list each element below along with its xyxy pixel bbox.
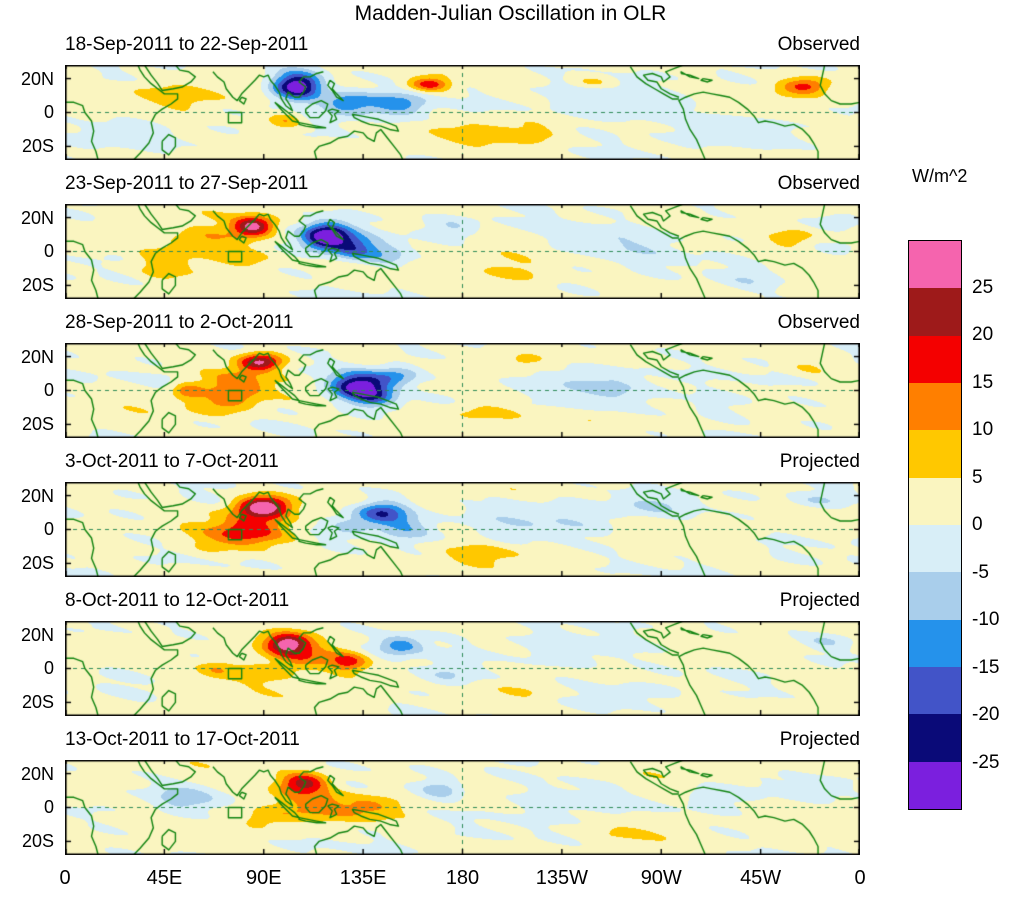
x-axis-tick-label: 0 xyxy=(59,867,71,889)
colorbar-tick-label: 5 xyxy=(972,466,983,488)
colorbar-tick-label: -10 xyxy=(972,609,1000,630)
panel-4: 3-Oct-2011 to 7-Oct-2011 Projected 20N 0… xyxy=(0,451,1021,583)
y-axis-tick-label: 20N xyxy=(20,764,54,784)
colorbar-segment xyxy=(909,524,961,573)
x-axis-tick-label: 135W xyxy=(535,867,588,889)
colorbar-tick-label: -15 xyxy=(972,656,1000,678)
colorbar-tick-label: 20 xyxy=(972,324,994,345)
x-axis-tick-label: 90E xyxy=(245,867,282,889)
colorbar-segment xyxy=(909,430,961,478)
y-axis-tick-label: 20N xyxy=(20,486,54,506)
map-canvas xyxy=(65,760,860,855)
map-canvas xyxy=(65,343,860,438)
colorbar-tick-label: -20 xyxy=(972,704,1000,725)
colorbar-segment xyxy=(909,382,961,431)
map-canvas xyxy=(65,65,860,160)
panel-date-range: 8-Oct-2011 to 12-Oct-2011 xyxy=(65,590,290,611)
y-axis-tick-label: 20S xyxy=(21,414,54,434)
colorbar-segment xyxy=(909,666,961,715)
x-axis-tick-label: 90W xyxy=(640,867,682,889)
map-canvas xyxy=(65,621,860,716)
colorbar-segment xyxy=(909,335,961,383)
x-axis-tick-label: 135E xyxy=(339,867,387,889)
panel-header: 18-Sep-2011 to 22-Sep-2011 Observed xyxy=(65,34,860,56)
colorbar-tick-label: 10 xyxy=(972,419,994,440)
colorbar-segment xyxy=(909,572,961,620)
figure-title: Madden-Julian Oscillation in OLR xyxy=(354,2,667,25)
panel-source-label: Observed xyxy=(777,34,860,55)
colorbar-units-label: W/m^2 xyxy=(912,166,968,186)
colorbar-tick-label: 25 xyxy=(972,276,994,298)
colorbar-tick-labels: 25 20 15 10 5 0 -5 -10 -15 -20 -25 xyxy=(972,240,1018,810)
y-axis-tick-label: 0 xyxy=(43,241,54,261)
panel-header: 3-Oct-2011 to 7-Oct-2011 Projected xyxy=(65,451,860,473)
y-axis-tick-label: 20N xyxy=(20,208,54,228)
panel-source-label: Projected xyxy=(779,451,860,472)
y-axis-tick-label: 0 xyxy=(43,658,54,678)
colorbar-segment xyxy=(909,761,961,809)
panel-source-label: Observed xyxy=(777,173,860,194)
panel-2: 23-Sep-2011 to 27-Sep-2011 Observed 20N … xyxy=(0,173,1021,305)
panel-header: 13-Oct-2011 to 17-Oct-2011 Projected xyxy=(65,729,860,751)
y-axis-tick-label: 0 xyxy=(43,102,54,122)
panel-source-label: Projected xyxy=(779,729,860,750)
colorbar-segment xyxy=(909,714,961,762)
colorbar-segment xyxy=(909,241,961,289)
map-canvas xyxy=(65,482,860,577)
panel-1: 18-Sep-2011 to 22-Sep-2011 Observed 20N … xyxy=(0,34,1021,166)
y-axis-tick-label: 20S xyxy=(21,553,54,573)
y-axis-tick-label: 0 xyxy=(43,797,54,817)
y-axis-tick-label: 20S xyxy=(21,275,54,295)
colorbar-tick-label: -25 xyxy=(972,751,1000,773)
panel-date-range: 3-Oct-2011 to 7-Oct-2011 xyxy=(65,451,279,472)
x-axis-tick-label: 180 xyxy=(445,867,480,889)
colorbar xyxy=(908,240,962,810)
panel-5: 8-Oct-2011 to 12-Oct-2011 Projected 20N … xyxy=(0,590,1021,722)
y-axis-tick-label: 0 xyxy=(43,380,54,400)
colorbar-tick-label: 15 xyxy=(972,371,994,393)
colorbar-segment xyxy=(909,288,961,336)
map-canvas xyxy=(65,204,860,299)
colorbar-tick-label: -5 xyxy=(972,561,989,583)
panel-header: 23-Sep-2011 to 27-Sep-2011 Observed xyxy=(65,173,860,195)
panel-date-range: 13-Oct-2011 to 17-Oct-2011 xyxy=(65,729,300,750)
panel-source-label: Projected xyxy=(779,590,860,611)
y-axis-tick-label: 20N xyxy=(20,625,54,645)
x-axis: 0 45E 90E 135E 180 135W 90W 45W 0 xyxy=(0,867,1021,897)
x-axis-tick-label: 45W xyxy=(740,867,782,889)
panel-6: 13-Oct-2011 to 17-Oct-2011 Projected 20N… xyxy=(0,729,1021,861)
panel-date-range: 18-Sep-2011 to 22-Sep-2011 xyxy=(65,34,309,55)
y-axis-tick-label: 20N xyxy=(20,69,54,89)
panel-3: 28-Sep-2011 to 2-Oct-2011 Observed 20N 0… xyxy=(0,312,1021,444)
colorbar-tick-label: 0 xyxy=(972,514,983,535)
panel-source-label: Observed xyxy=(777,312,860,333)
panel-header: 8-Oct-2011 to 12-Oct-2011 Projected xyxy=(65,590,860,612)
y-axis-tick-label: 20S xyxy=(21,831,54,851)
colorbar-segment xyxy=(909,477,961,525)
x-axis-tick-label: 45E xyxy=(146,867,183,889)
y-axis-tick-label: 20S xyxy=(21,136,54,156)
y-axis-tick-label: 0 xyxy=(43,519,54,539)
colorbar-segment xyxy=(909,619,961,667)
y-axis-tick-label: 20S xyxy=(21,692,54,712)
panel-date-range: 28-Sep-2011 to 2-Oct-2011 xyxy=(65,312,294,333)
panel-date-range: 23-Sep-2011 to 27-Sep-2011 xyxy=(65,173,309,194)
x-axis-tick-label: 0 xyxy=(854,867,866,889)
panel-header: 28-Sep-2011 to 2-Oct-2011 Observed xyxy=(65,312,860,334)
y-axis-tick-label: 20N xyxy=(20,347,54,367)
